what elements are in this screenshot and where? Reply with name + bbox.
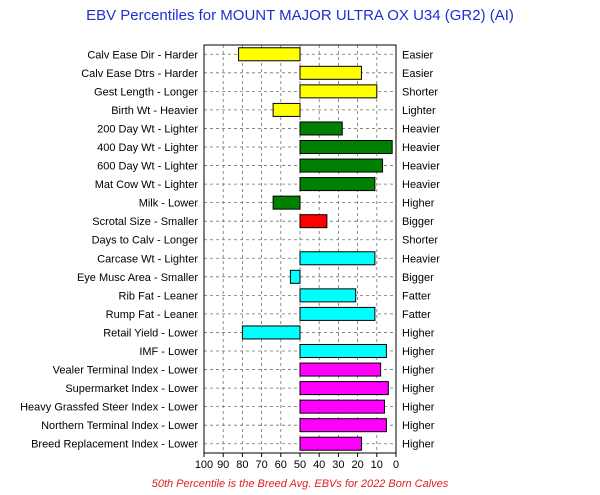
trait-bar <box>299 344 387 358</box>
x-tick-label: 90 <box>217 459 229 471</box>
trait-label-right: Higher <box>402 439 435 451</box>
trait-label-left: IMF - Lower <box>139 346 198 358</box>
trait-label-right: Bigger <box>402 272 434 284</box>
trait-label-right: Fatter <box>402 309 431 321</box>
x-tick-label: 10 <box>371 459 383 471</box>
trait-bar <box>299 362 382 377</box>
trait-bar <box>299 177 376 192</box>
x-tick-label: 80 <box>236 459 248 471</box>
trait-label-right: Heavier <box>402 253 440 265</box>
x-tick-label: 70 <box>255 459 267 471</box>
trait-label-right: Higher <box>402 365 435 377</box>
trait-label-left: Breed Replacement Index - Lower <box>31 439 198 451</box>
trait-label-left: Supermarket Index - Lower <box>65 383 198 395</box>
trait-bar <box>272 102 301 117</box>
trait-label-left: Calv Ease Dtrs - Harder <box>81 68 198 80</box>
x-tick-label: 20 <box>351 459 363 471</box>
trait-label-right: Heavier <box>402 179 440 191</box>
x-tick-label: 30 <box>332 459 344 471</box>
trait-bar <box>299 381 389 396</box>
trait-bar <box>241 325 301 340</box>
trait-bar <box>299 84 378 99</box>
trait-bar <box>299 306 376 321</box>
trait-label-left: 200 Day Wt - Lighter <box>97 123 198 135</box>
trait-label-left: Retail Yield - Lower <box>103 327 198 339</box>
trait-label-left: Calv Ease Dir - Harder <box>87 49 198 61</box>
x-tick-label: 60 <box>275 459 287 471</box>
trait-label-left: Heavy Grassfed Steer Index - Lower <box>20 402 198 414</box>
trait-label-left: 400 Day Wt - Lighter <box>97 142 198 154</box>
trait-label-left: Carcase Wt - Lighter <box>97 253 198 265</box>
trait-label-right: Higher <box>402 402 435 414</box>
trait-label-left: Days to Calv - Longer <box>92 235 199 247</box>
trait-label-right: Heavier <box>402 161 440 173</box>
trait-label-left: Mat Cow Wt - Lighter <box>95 179 199 191</box>
trait-bar <box>299 399 385 414</box>
trait-label-left: Eye Musc Area - Smaller <box>77 272 198 284</box>
trait-label-left: Northern Terminal Index - Lower <box>41 420 198 432</box>
trait-bar <box>299 251 376 266</box>
trait-bar <box>299 436 362 451</box>
x-tick-label: 50 <box>294 459 306 471</box>
trait-label-right: Easier <box>402 68 434 80</box>
trait-label-left: Rump Fat - Leaner <box>106 309 199 321</box>
trait-label-right: Lighter <box>402 105 436 117</box>
chart-footnote: 50th Percentile is the Breed Avg. EBVs f… <box>152 478 449 490</box>
trait-label-left: Gest Length - Longer <box>94 86 198 98</box>
trait-label-right: Heavier <box>402 123 440 135</box>
trait-label-right: Higher <box>402 327 435 339</box>
trait-label-left: Milk - Lower <box>139 198 199 210</box>
trait-bar <box>299 65 362 80</box>
trait-label-right: Bigger <box>402 216 434 228</box>
trait-bar <box>299 288 357 303</box>
trait-bar <box>289 269 301 284</box>
trait-label-left: 600 Day Wt - Lighter <box>97 161 198 173</box>
trait-bar <box>299 214 328 229</box>
trait-label-right: Easier <box>402 49 434 61</box>
trait-bar <box>299 158 384 173</box>
trait-bar <box>272 195 301 210</box>
trait-label-right: Higher <box>402 383 435 395</box>
trait-bar <box>299 140 393 154</box>
x-tick-label: 0 <box>393 459 399 471</box>
trait-label-right: Higher <box>402 198 435 210</box>
trait-label-right: Heavier <box>402 142 440 154</box>
trait-label-left: Rib Fat - Leaner <box>119 290 199 302</box>
trait-label-right: Higher <box>402 346 435 358</box>
trait-label-right: Shorter <box>402 235 438 247</box>
x-tick-label: 100 <box>195 459 213 471</box>
trait-label-left: Vealer Terminal Index - Lower <box>53 365 199 377</box>
trait-bar <box>238 47 301 62</box>
chart-title: EBV Percentiles for MOUNT MAJOR ULTRA OX… <box>86 7 514 24</box>
trait-label-right: Fatter <box>402 290 431 302</box>
plot-area: Calv Ease Dir - Harder Easier Calv Ease Dt… <box>20 44 440 471</box>
trait-label-right: Shorter <box>402 86 438 98</box>
x-tick-label: 40 <box>313 459 325 471</box>
trait-bar <box>299 121 343 136</box>
trait-bar <box>299 418 387 433</box>
trait-label-left: Scrotal Size - Smaller <box>92 216 198 228</box>
trait-label-right: Higher <box>402 420 435 432</box>
trait-label-left: Birth Wt - Heavier <box>111 105 198 117</box>
